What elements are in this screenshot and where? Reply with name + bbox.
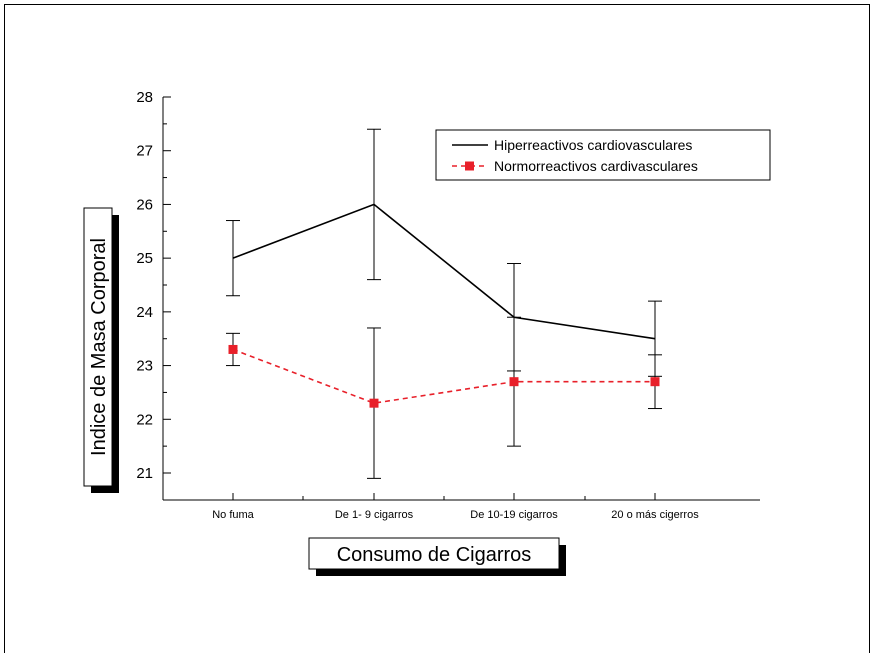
y-axis-title-box: Indice de Masa Corporal [83,207,119,493]
y-tick-label: 27 [136,143,153,160]
x-axis-title-box: Consumo de Cigarros [308,537,566,576]
chart-frame [4,4,870,653]
y-axis-title-frame [83,207,113,487]
x-axis-title: Consumo de Cigarros [337,544,532,566]
data-point-marker [509,377,519,387]
x-ticks: No fuma De 1- 9 cigarros De 10-19 cigarros… [162,493,699,521]
x-tick-label: De 1- 9 cigarros [335,509,414,521]
y-ticks: 21 22 23 24 25 26 27 28 [136,89,171,482]
data-point-marker [228,344,238,354]
x-tick-label: 20 o más cigerros [611,509,699,521]
legend: Hiperreactivos cardiovasculares Normorre… [435,129,771,181]
legend-label-series-2: Normorreactivos cardivasculares [494,158,698,174]
y-tick-label: 21 [136,465,153,482]
legend-box [435,129,771,181]
y-tick-label: 25 [136,250,153,267]
series-markers [228,344,660,408]
y-tick-label: 28 [136,89,153,106]
y-tick-label: 23 [136,358,153,375]
y-tick-label: 22 [136,411,153,428]
data-point-marker [369,398,379,408]
error-bars [226,128,662,479]
series-line-2 [232,348,655,404]
series-lines [232,203,656,404]
y-axis-title: Indice de Masa Corporal [88,238,110,456]
y-tick-label: 26 [136,196,153,213]
legend-label-series-1: Hiperreactivos cardiovasculares [494,137,692,153]
data-point-marker [650,377,660,387]
x-tick-label: De 10-19 cigarros [470,509,558,521]
chart-axes [162,97,760,501]
x-axis-title-frame [308,537,560,570]
series-line-1 [232,203,656,340]
y-tick-label: 24 [136,304,153,321]
x-tick-label: No fuma [212,509,254,521]
legend-marker-series-2 [465,161,474,171]
